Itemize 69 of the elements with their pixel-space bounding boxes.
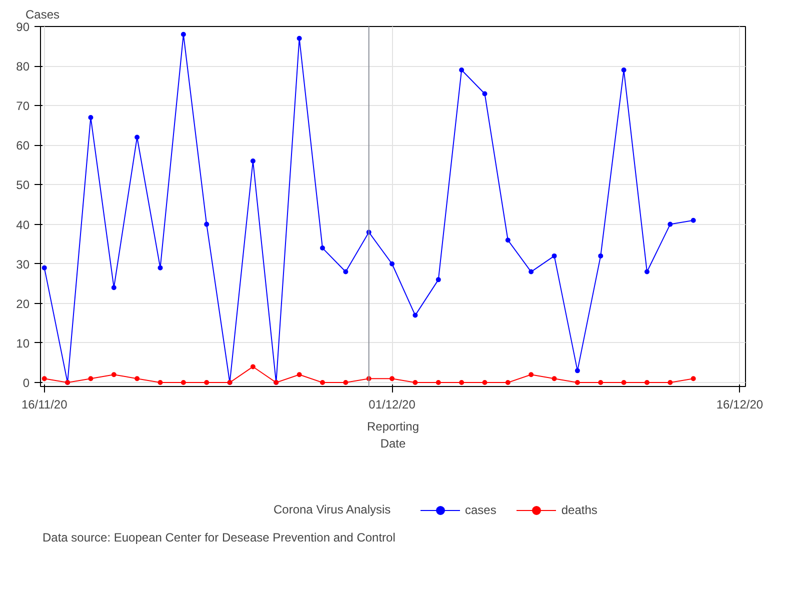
point [436, 277, 441, 282]
point [296, 372, 302, 378]
point [644, 269, 650, 274]
point [250, 158, 256, 164]
point [552, 253, 557, 258]
point [668, 222, 673, 227]
y-tick-label: 50 [16, 178, 30, 192]
y-tick-label: 70 [16, 99, 30, 114]
x-tick-label: 01/12/20 [368, 398, 416, 412]
point [690, 218, 696, 223]
point [412, 380, 418, 386]
point [320, 380, 325, 386]
point [42, 376, 47, 382]
y-tick-label: 20 [16, 296, 30, 311]
point [180, 380, 186, 386]
point [88, 114, 94, 120]
point [42, 265, 47, 270]
point [134, 376, 140, 382]
point [528, 372, 534, 378]
point [482, 91, 488, 96]
point [621, 68, 626, 73]
point [111, 285, 116, 290]
point [390, 261, 395, 266]
point [598, 380, 604, 386]
point [111, 372, 116, 378]
point [343, 380, 348, 386]
point [296, 36, 302, 41]
point [598, 253, 604, 258]
point [574, 380, 580, 386]
point [250, 364, 256, 370]
point [204, 380, 210, 386]
point [574, 368, 580, 374]
point [459, 380, 464, 386]
x-axis-title: Reporting Date [366, 420, 420, 450]
point [552, 376, 557, 382]
y-tick-label: 60 [16, 138, 30, 153]
legend-label: deaths [561, 503, 598, 517]
y-tick-label: 10 [16, 336, 30, 350]
x-tick-label: 16/11/20 [21, 398, 68, 412]
y-tick-label: 30 [16, 257, 30, 272]
point [528, 269, 534, 274]
y-tick-label: 90 [16, 20, 30, 34]
y-tick-label: 80 [16, 60, 30, 74]
point [390, 376, 395, 382]
point [158, 380, 163, 386]
point [690, 376, 696, 382]
point [482, 380, 488, 386]
y-tick-label: 0 [22, 376, 30, 390]
point [668, 380, 673, 386]
point [621, 380, 626, 386]
point [158, 265, 163, 270]
point [320, 246, 325, 251]
point [505, 238, 510, 243]
point [88, 376, 94, 382]
point [459, 68, 464, 73]
point [180, 32, 186, 37]
point [343, 269, 348, 274]
legend-title: Corona Virus Analysis [274, 502, 391, 516]
point [204, 222, 210, 227]
legend-label: cases [465, 503, 496, 517]
point [505, 380, 510, 386]
y-tick-label: 40 [16, 218, 30, 232]
point [412, 312, 418, 318]
x-tick-label: 16/12/20 [716, 398, 764, 412]
point [436, 380, 441, 386]
source-note: Data source: Euopean Center for Desease Prevention and Control [42, 530, 396, 544]
y-axis-title: Cases [26, 8, 60, 22]
point [134, 134, 140, 140]
point [644, 380, 650, 386]
